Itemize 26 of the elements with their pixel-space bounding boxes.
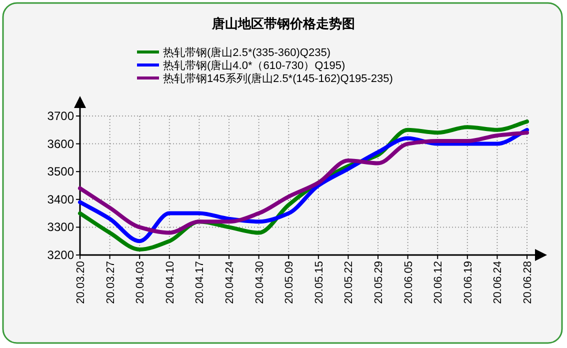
x-tick-label: 20.04.30	[254, 261, 266, 304]
y-tick-label: 3700	[47, 109, 74, 123]
legend-label: 热轧带钢(唐山2.5*(335-360)Q235)	[163, 46, 331, 59]
y-tick-label: 3500	[47, 164, 74, 179]
x-tick-label: 20.06.19	[462, 261, 474, 304]
x-tick-label: 20.04.10	[164, 261, 176, 304]
x-tick-label: 20.04.17	[194, 261, 206, 304]
x-tick-label: 20.05.22	[343, 261, 356, 304]
y-tick-label: 3200	[47, 248, 74, 262]
x-tick-label: 20.05.29	[373, 261, 385, 304]
chart-title: 唐山地区带钢价格走势图	[211, 16, 355, 31]
x-tick-label: 20.04.03	[134, 261, 147, 304]
x-tick-label: 20.05.15	[313, 261, 326, 304]
x-tick-label: 20.06.12	[432, 261, 445, 304]
x-tick-label: 20.03.20	[75, 261, 87, 304]
y-tick-label: 3400	[47, 192, 74, 206]
x-tick-label: 20.06.05	[402, 261, 415, 304]
y-tick-label: 3600	[47, 136, 74, 151]
x-tick-label: 20.04.24	[224, 261, 236, 304]
x-tick-label: 20.06.28	[522, 261, 534, 304]
legend-label: 热轧带钢145系列(唐山2.5*(145-162)Q195-235)	[163, 72, 393, 85]
x-tick-label: 20.05.09	[284, 261, 296, 304]
x-tick-label: 20.03.27	[104, 261, 117, 304]
x-tick-label: 20.06.24	[492, 261, 504, 304]
y-tick-label: 3300	[47, 220, 74, 234]
legend-label: 热轧带钢(唐山4.0*（610-730）Q195)	[163, 59, 346, 72]
